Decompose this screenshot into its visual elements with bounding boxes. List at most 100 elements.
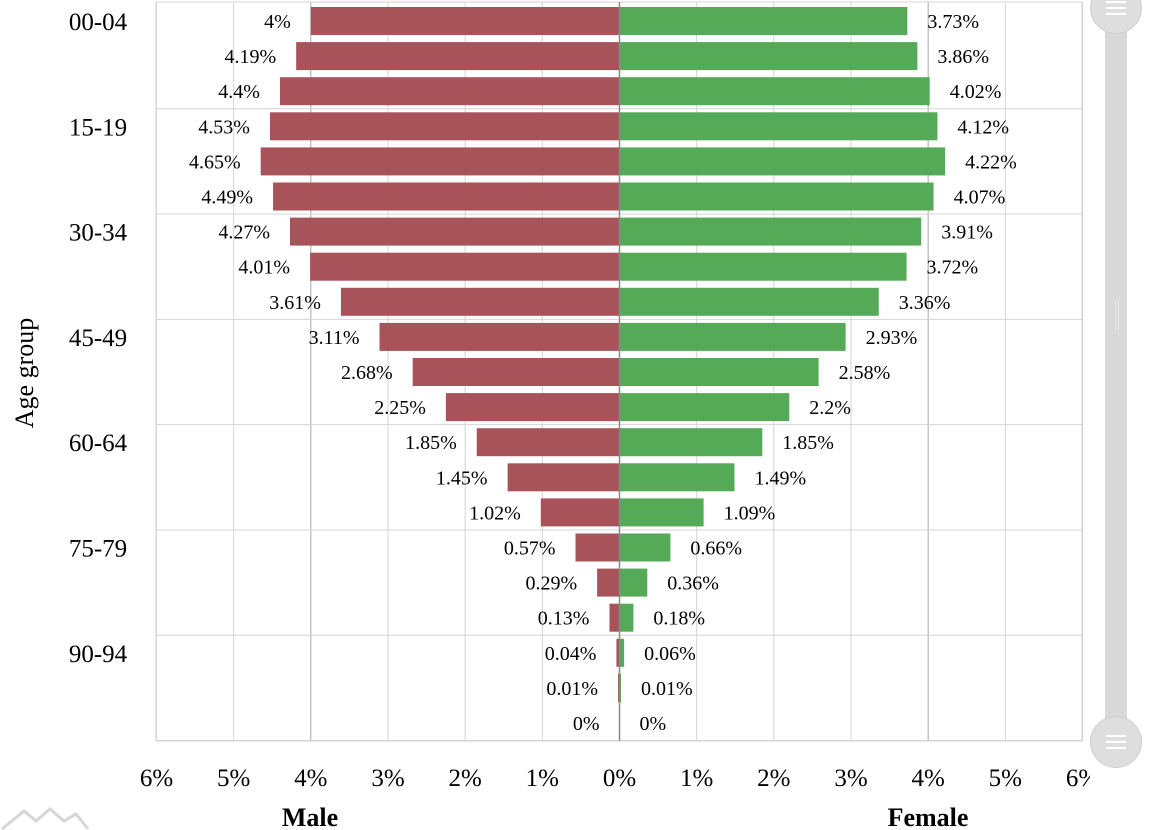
- male-bar-45-49[interactable]: [379, 322, 620, 351]
- male-data-label: 0.57%: [504, 538, 556, 560]
- male-data-label: 0.01%: [546, 678, 598, 700]
- y-tick-label: 00-04: [69, 9, 128, 36]
- female-bar-20-24[interactable]: [619, 147, 946, 176]
- female-axis-title: Female: [888, 803, 969, 830]
- female-bar-60-64[interactable]: [619, 428, 763, 457]
- female-data-label: 3.86%: [937, 46, 989, 68]
- y-axis-title: Age group: [10, 318, 39, 428]
- x-tick-label: 2%: [449, 765, 482, 792]
- female-bar-75-79[interactable]: [619, 533, 671, 562]
- female-bar-10-14[interactable]: [619, 77, 930, 106]
- x-tick-label: 6%: [140, 765, 173, 792]
- bars-layer: [260, 2, 946, 741]
- male-data-label: 1.45%: [436, 467, 488, 489]
- female-data-label: 4.07%: [954, 187, 1006, 209]
- male-bar-00-04[interactable]: [310, 7, 620, 35]
- male-data-label: 4.49%: [201, 187, 253, 209]
- female-bar-35-39[interactable]: [619, 252, 907, 281]
- x-tick-label: 1%: [680, 765, 713, 792]
- male-bar-50-54[interactable]: [412, 358, 620, 386]
- male-bar-35-39[interactable]: [310, 252, 620, 281]
- male-data-label: 0.04%: [545, 643, 597, 665]
- x-tick-label: 1%: [526, 765, 559, 792]
- male-data-label: 3.11%: [309, 327, 360, 349]
- female-data-label: 0.66%: [690, 538, 742, 560]
- male-data-label: 4.01%: [238, 257, 290, 279]
- scrollbar-grip-icon: [1115, 300, 1119, 330]
- y-tick-label: 30-34: [69, 220, 128, 247]
- female-bar-70-74[interactable]: [619, 498, 704, 527]
- female-data-label: 0.01%: [641, 678, 693, 700]
- female-bar-45-49[interactable]: [619, 322, 846, 351]
- male-bar-65-69[interactable]: [507, 463, 620, 492]
- female-bar-85-89[interactable]: [619, 603, 634, 632]
- male-bar-90-94[interactable]: [616, 638, 620, 667]
- population-pyramid-chart: 4% 3.73% 4.19% 3.86% 4.4% 4.02% 4.53% 4.12% 4.65…: [10, 1, 1090, 830]
- male-axis-title: Male: [282, 803, 338, 830]
- vertical-range-scrollbar[interactable]: [1088, 0, 1144, 770]
- male-data-label: 1.02%: [469, 502, 521, 524]
- male-bar-70-74[interactable]: [540, 498, 620, 527]
- female-data-label: 0.06%: [644, 643, 696, 665]
- female-data-label: 2.58%: [839, 362, 891, 384]
- y-axis-layer: 00-04 15-19 30-34 45-49 60-64 75-79 90-94: [69, 9, 128, 668]
- scroll-bottom-handle[interactable]: [1090, 716, 1142, 768]
- female-data-label: 1.85%: [782, 432, 834, 454]
- male-data-label: 1.85%: [405, 432, 457, 454]
- male-bar-25-29[interactable]: [273, 182, 620, 211]
- female-bar-05-09[interactable]: [619, 42, 918, 71]
- female-bar-50-54[interactable]: [619, 358, 819, 386]
- female-data-label: 3.73%: [927, 11, 979, 33]
- male-bar-10-14[interactable]: [279, 77, 620, 106]
- scrollbar-track[interactable]: [1105, 24, 1127, 730]
- female-bar-25-29[interactable]: [619, 182, 934, 211]
- mountain-logo-icon: [1, 807, 90, 830]
- female-data-label: 1.49%: [754, 467, 806, 489]
- male-bar-60-64[interactable]: [476, 428, 620, 457]
- male-data-label: 0.29%: [525, 573, 577, 595]
- female-data-label: 2.93%: [866, 327, 918, 349]
- male-data-label: 4.27%: [218, 222, 270, 244]
- male-bar-30-34[interactable]: [289, 217, 620, 246]
- male-bar-85-89[interactable]: [609, 603, 620, 632]
- x-axis-layer: 6% 5% 4% 3% 2% 1% 0% 1% 2% 3% 4% 5% 6%: [140, 765, 1090, 792]
- male-data-label: 4.65%: [189, 151, 241, 173]
- x-tick-label: 3%: [834, 765, 867, 792]
- x-tick-label: 0%: [603, 765, 636, 792]
- female-data-label: 0.18%: [653, 608, 705, 630]
- x-tick-label: 2%: [757, 765, 790, 792]
- female-bar-55-59[interactable]: [619, 393, 790, 422]
- male-bar-75-79[interactable]: [575, 533, 620, 562]
- y-tick-label: 90-94: [69, 641, 128, 668]
- male-data-label: 0.13%: [538, 608, 590, 630]
- female-data-label: 4.02%: [950, 81, 1002, 103]
- male-data-label: 2.68%: [341, 362, 393, 384]
- female-bar-30-34[interactable]: [619, 217, 922, 246]
- female-data-label: 4.22%: [965, 151, 1017, 173]
- male-data-label: 3.61%: [269, 292, 321, 314]
- male-data-label: 0%: [573, 713, 600, 735]
- y-tick-label: 60-64: [69, 430, 128, 457]
- male-bar-15-19[interactable]: [269, 112, 620, 141]
- x-tick-label: 5%: [989, 765, 1022, 792]
- female-bar-80-84[interactable]: [619, 568, 648, 597]
- female-data-label: 3.72%: [927, 257, 979, 279]
- x-tick-label: 4%: [294, 765, 327, 792]
- female-bar-15-19[interactable]: [619, 112, 938, 141]
- scroll-top-handle[interactable]: [1090, 0, 1142, 34]
- male-bar-05-09[interactable]: [296, 42, 620, 71]
- female-bar-90-94[interactable]: [619, 638, 625, 667]
- male-bar-55-59[interactable]: [445, 393, 620, 422]
- y-tick-label: 45-49: [69, 325, 127, 352]
- female-data-label: 1.09%: [724, 502, 776, 524]
- female-bar-40-44[interactable]: [619, 287, 879, 316]
- male-data-label: 4.4%: [218, 81, 260, 103]
- male-data-label: 4.19%: [224, 46, 276, 68]
- female-bar-65-69[interactable]: [619, 463, 735, 492]
- x-tick-label: 3%: [371, 765, 404, 792]
- female-data-label: 2.2%: [809, 397, 851, 419]
- male-bar-20-24[interactable]: [260, 147, 620, 176]
- male-bar-80-84[interactable]: [597, 568, 620, 597]
- male-bar-40-44[interactable]: [340, 287, 620, 316]
- female-bar-00-04[interactable]: [619, 7, 908, 35]
